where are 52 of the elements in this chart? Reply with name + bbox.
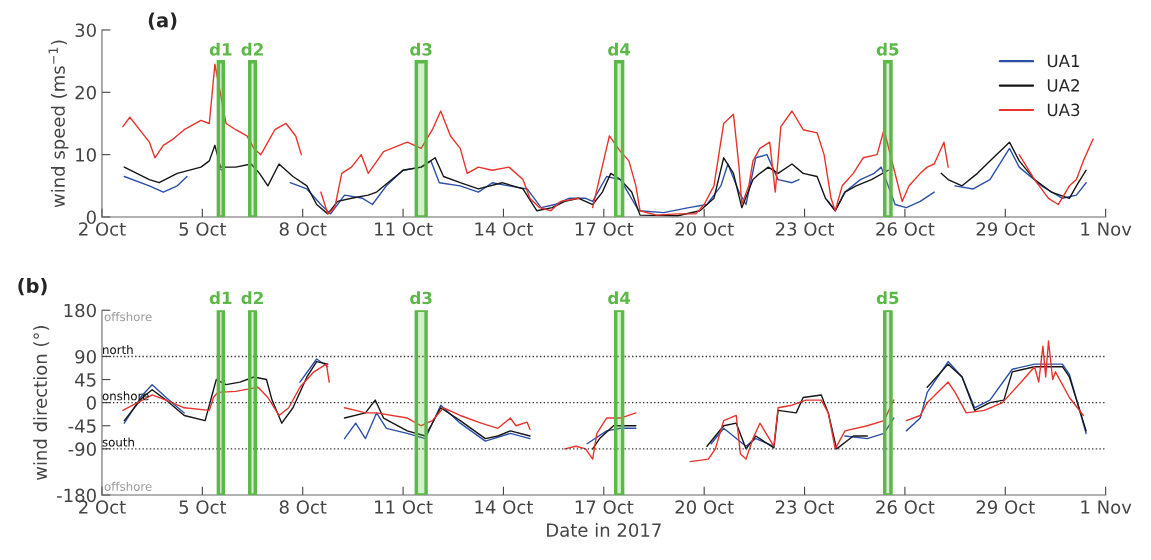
x-tick-label: 1 Nov [1081,222,1132,236]
band-label: d5 [876,42,899,56]
chart-title: (b) [18,277,47,296]
x-tick-label: 14 Oct [475,500,533,514]
legend-label: UA1 [1047,54,1080,68]
annotation: offshore [104,312,152,322]
y-tick-label: 180 [64,303,96,318]
x-axis-title: Date in 2017 [547,522,661,537]
band-label: d3 [410,42,432,56]
y-tick-label: 30 [75,23,96,38]
band-label: d2 [241,291,263,305]
y-tick-label: 20 [75,85,96,100]
x-tick-label: 5 Oct [179,222,227,236]
legend-label: UA3 [1047,103,1080,117]
legend-label: UA2 [1047,79,1079,92]
band-label: d1 [209,291,232,305]
y-tick-label: 0 [86,396,96,410]
y-tick-label: 45 [75,373,96,387]
band-label: d4 [608,291,631,305]
y-tick-label: -45 [68,419,96,433]
annotation: offshore [104,481,152,491]
x-tick-label: 5 Oct [179,500,227,514]
band-label: d2 [241,42,263,56]
x-tick-label: 17 Oct [575,500,634,514]
x-tick-label: 29 Oct [976,500,1035,514]
y-axis-title: wind direction (°) [33,325,50,481]
x-tick-label: 11 Oct [375,500,433,514]
y-tick-label: 0 [86,210,96,225]
x-tick-label: 20 Oct [675,500,734,514]
x-tick-label: 23 Oct [775,500,835,514]
x-tick-label: 11 Oct [375,222,433,236]
x-tick-label: 8 Oct [279,222,327,236]
y-tick-label: -90 [68,442,96,456]
y-tick-label: 90 [75,349,96,364]
y-tick-label: 10 [76,148,96,162]
x-tick-label: 26 Oct [876,500,935,514]
x-tick-label: 20 Oct [675,222,734,236]
x-tick-label: 17 Oct [575,222,634,236]
band-label: d3 [410,291,432,305]
x-tick-label: 23 Oct [775,222,835,236]
x-tick-label: 14 Oct [475,222,533,236]
band-label: d4 [608,42,631,56]
x-tick-label: 26 Oct [876,222,935,236]
band-label: d5 [876,291,899,305]
chart-title: (a) [148,12,177,30]
ref-line-label: north [103,345,133,355]
x-tick-label: 29 Oct [976,222,1035,236]
x-tick-label: 1 Nov [1081,500,1132,514]
x-tick-label: 8 Oct [279,500,327,514]
y-axis-title: wind speed (ms$^{−1}$) [48,40,69,208]
ref-line-label: south [102,437,134,447]
band-label: d1 [209,42,232,56]
